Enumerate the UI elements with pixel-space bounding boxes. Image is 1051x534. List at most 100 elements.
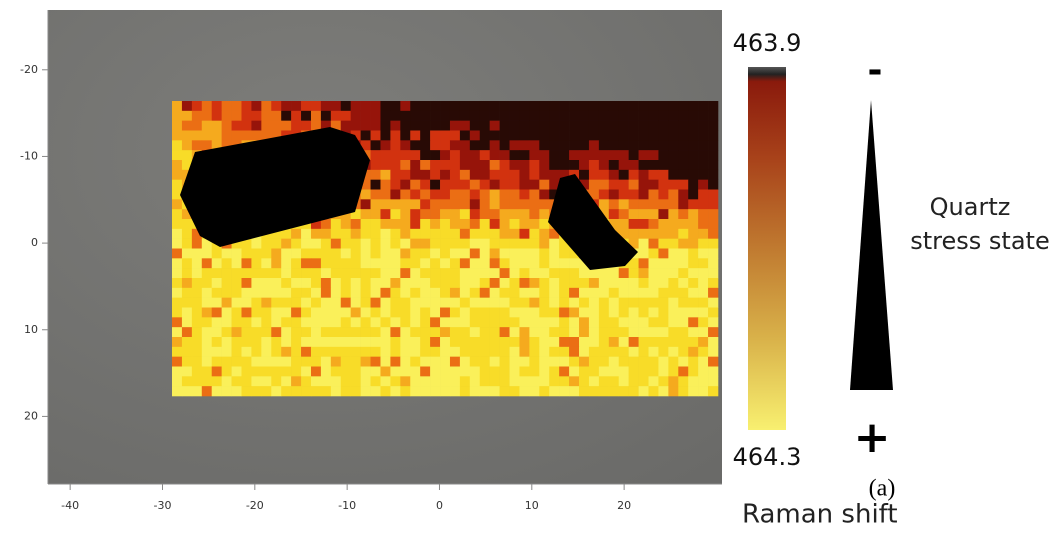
map-cell xyxy=(509,199,520,210)
map-cell xyxy=(370,140,381,151)
map-cell xyxy=(668,199,679,210)
map-cell xyxy=(608,209,620,220)
map-cell xyxy=(499,169,510,180)
map-cell xyxy=(499,287,510,298)
map-cell xyxy=(350,238,361,249)
map-cell xyxy=(688,268,699,279)
map-cell xyxy=(479,376,490,387)
map-cell xyxy=(320,248,332,259)
map-cell xyxy=(320,258,332,269)
map-cell xyxy=(648,386,659,397)
map-cell xyxy=(340,228,351,239)
map-cell xyxy=(181,307,193,318)
map-cell xyxy=(430,337,441,348)
map-cell xyxy=(301,238,312,249)
map-cell xyxy=(360,169,371,180)
map-cell xyxy=(370,278,381,289)
map-cell xyxy=(430,278,441,289)
map-cell xyxy=(509,356,520,367)
map-cell xyxy=(579,268,590,279)
map-cell xyxy=(201,268,213,279)
map-cell xyxy=(519,219,530,230)
map-cell xyxy=(390,179,401,190)
map-cell xyxy=(201,238,213,249)
map-cell xyxy=(410,219,421,230)
map-cell xyxy=(509,386,520,397)
map-cell xyxy=(628,209,639,220)
map-cell xyxy=(172,248,183,259)
map-cell xyxy=(390,219,401,230)
map-cell xyxy=(588,356,600,367)
map-cell xyxy=(360,307,371,318)
map-cell xyxy=(350,346,361,357)
map-cell xyxy=(489,110,500,121)
map-cell xyxy=(668,327,679,338)
map-cell xyxy=(668,268,679,279)
map-cell xyxy=(459,258,471,269)
map-cell xyxy=(231,317,242,328)
map-cell xyxy=(310,268,322,279)
map-cell xyxy=(549,346,560,357)
map-cell xyxy=(688,327,699,338)
map-cell xyxy=(479,189,490,200)
map-cell xyxy=(559,140,570,151)
map-cell xyxy=(489,248,500,259)
map-cell xyxy=(221,346,232,357)
map-cell xyxy=(519,376,530,387)
map-cell xyxy=(380,307,391,318)
map-cell xyxy=(608,140,620,151)
map-cell xyxy=(569,258,580,269)
map-cell xyxy=(608,287,620,298)
map-cell xyxy=(489,228,500,239)
map-cell xyxy=(549,140,560,151)
map-cell xyxy=(291,337,302,348)
map-cell xyxy=(489,327,500,338)
map-cell xyxy=(340,101,351,112)
map-cell xyxy=(231,248,242,259)
map-cell xyxy=(678,356,689,367)
map-cell xyxy=(459,238,471,249)
map-cell xyxy=(608,101,620,112)
map-cell xyxy=(698,110,709,121)
map-cell xyxy=(449,376,461,387)
map-cell xyxy=(559,366,570,377)
map-cell xyxy=(539,179,550,190)
map-cell xyxy=(291,120,302,131)
map-cell xyxy=(469,140,481,151)
map-cell xyxy=(390,337,401,348)
map-cell xyxy=(420,287,431,298)
map-cell xyxy=(330,101,342,112)
map-cell xyxy=(350,287,361,298)
map-cell xyxy=(340,297,351,308)
map-cell xyxy=(449,268,461,279)
map-cell xyxy=(231,346,242,357)
map-cell xyxy=(658,169,669,180)
map-cell xyxy=(350,307,361,318)
map-cell xyxy=(708,278,719,289)
map-cell xyxy=(301,376,312,387)
map-cell xyxy=(400,386,411,397)
map-cell xyxy=(291,356,302,367)
map-cell xyxy=(698,278,709,289)
map-cell xyxy=(172,101,183,112)
map-cell xyxy=(678,140,689,151)
map-cell xyxy=(241,337,252,348)
map-cell xyxy=(440,337,451,348)
map-cell xyxy=(509,150,520,161)
map-cell xyxy=(499,337,510,348)
map-cell xyxy=(301,248,312,259)
map-cell xyxy=(469,101,481,112)
map-cell xyxy=(241,297,252,308)
map-cell xyxy=(420,110,431,121)
map-cell xyxy=(420,248,431,259)
map-cell xyxy=(449,228,461,239)
map-cell xyxy=(509,101,520,112)
colorbar xyxy=(748,67,786,430)
map-cell xyxy=(430,268,441,279)
map-cell xyxy=(529,179,540,190)
map-cell xyxy=(499,297,510,308)
map-cell xyxy=(400,327,411,338)
map-cell xyxy=(539,386,550,397)
map-cell xyxy=(698,327,709,338)
map-cell xyxy=(191,238,203,249)
